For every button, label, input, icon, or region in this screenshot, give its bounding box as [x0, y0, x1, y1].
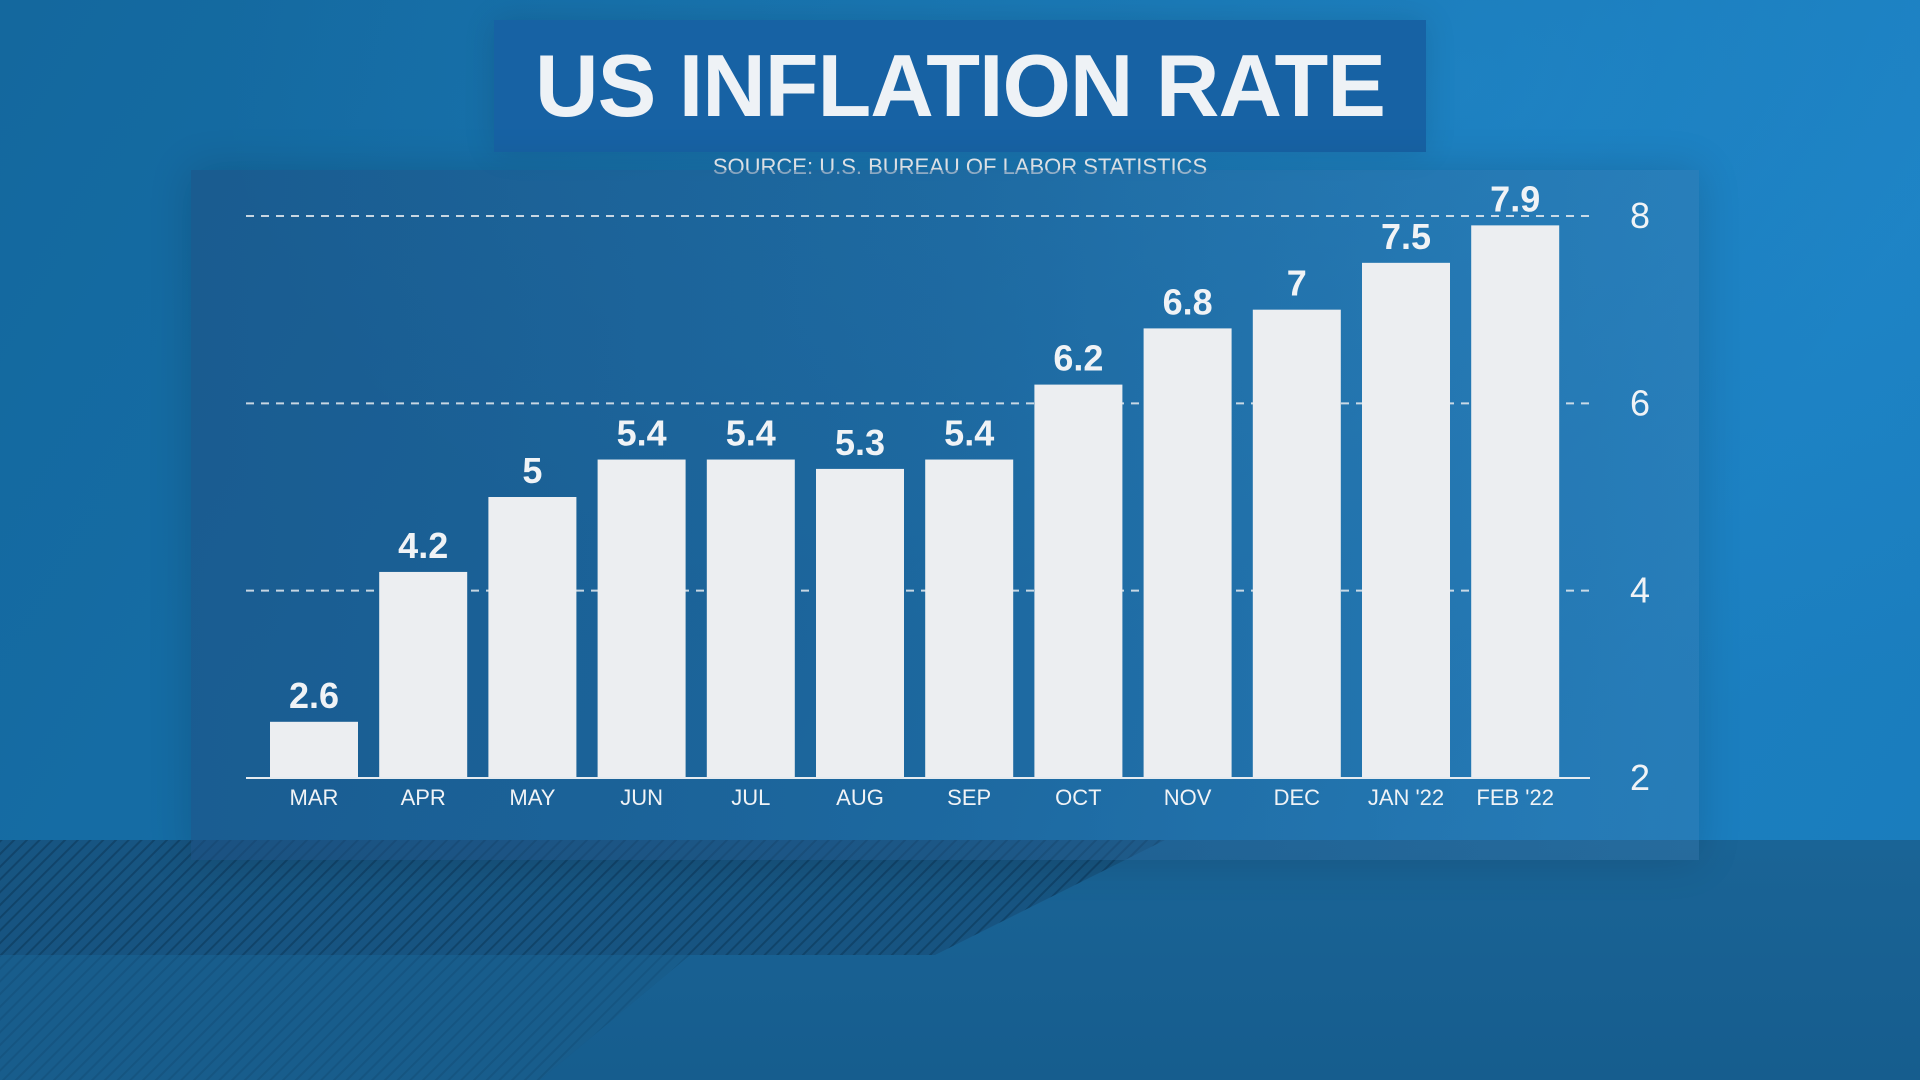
- data-label: 5.3: [835, 422, 885, 463]
- x-tick-label: NOV: [1164, 785, 1212, 810]
- data-label: 5.4: [726, 413, 776, 454]
- data-label: 7.9: [1490, 178, 1540, 219]
- diagonal-stripes-decoration: [0, 840, 1165, 1080]
- y-tick-label: 6: [1630, 382, 1650, 423]
- data-label: 5: [522, 450, 542, 491]
- x-tick-label: JUL: [731, 785, 770, 810]
- bar: [597, 459, 686, 778]
- x-tick-labels: MAR APR MAY JUN JUL AUG SEP OCT NOV DEC JAN '22 FEB…: [290, 785, 1554, 810]
- x-tick-label: JUN: [620, 785, 663, 810]
- data-label: 5.4: [617, 413, 667, 454]
- bar: [270, 721, 358, 778]
- bar: [1143, 328, 1232, 778]
- bar: [816, 468, 904, 778]
- data-label: 6.2: [1053, 338, 1103, 379]
- data-label: 5.4: [944, 413, 994, 454]
- bar: [1034, 384, 1123, 778]
- data-label: 7: [1287, 263, 1307, 304]
- bar: [379, 571, 468, 778]
- x-tick-label: AUG: [836, 785, 884, 810]
- bar: [488, 497, 577, 778]
- x-tick-label: APR: [401, 785, 446, 810]
- value-labels: 2.6 4.2 5 5.4 5.4 5.3 5.4 6.2 6.8 7 7.5 7.9: [289, 178, 1540, 715]
- x-tick-label: FEB '22: [1476, 785, 1554, 810]
- title-banner: [494, 20, 1426, 152]
- data-label: 7.5: [1381, 216, 1431, 257]
- x-tick-label: JAN '22: [1368, 785, 1444, 810]
- bar: [706, 459, 795, 778]
- bar: [925, 459, 1014, 778]
- x-tick-label: SEP: [947, 785, 991, 810]
- y-tick-labels: 2 4 6 8: [1630, 195, 1650, 798]
- x-tick-label: DEC: [1274, 785, 1321, 810]
- data-label: 6.8: [1163, 281, 1213, 322]
- bar: [1471, 225, 1560, 778]
- x-tick-label: MAR: [290, 785, 339, 810]
- y-tick-label: 2: [1630, 757, 1650, 798]
- chart-title: US INFLATION RATE: [535, 36, 1386, 135]
- x-tick-label: OCT: [1055, 785, 1101, 810]
- bar: [1252, 309, 1341, 778]
- y-tick-label: 8: [1630, 195, 1650, 236]
- y-tick-label: 4: [1630, 570, 1650, 611]
- data-label: 4.2: [398, 525, 448, 566]
- bar: [1362, 262, 1450, 778]
- bars: [270, 225, 1560, 778]
- data-label: 2.6: [289, 675, 339, 716]
- x-tick-label: MAY: [509, 785, 555, 810]
